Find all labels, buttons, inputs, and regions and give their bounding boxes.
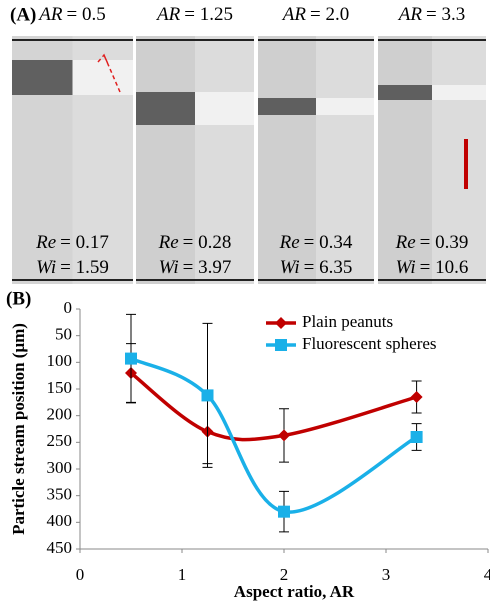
x-tick-label: 4 — [484, 565, 490, 584]
fluor-band — [432, 85, 486, 100]
marker — [410, 391, 423, 403]
y-tick-label: 0 — [64, 298, 73, 317]
ar-label: AR = 2.0 — [281, 4, 349, 25]
micrograph-right — [316, 36, 374, 284]
re-label: Re = 0.17 — [35, 232, 109, 253]
series-line — [130, 356, 418, 514]
flow-arrow — [97, 53, 121, 93]
y-tick-label: 200 — [47, 405, 73, 424]
wi-label: Wi = 10.6 — [396, 257, 469, 278]
particle-band — [378, 85, 432, 100]
x-tick-label: 3 — [382, 565, 391, 584]
re-label: Re = 0.28 — [158, 232, 232, 253]
panel-a: AR = 0.5 Re = 0.17 Wi = 1.59 AR = 1.25 Re = 0.28 W… — [12, 4, 486, 284]
y-tick-label: 300 — [47, 458, 73, 477]
particle-band — [136, 92, 195, 125]
marker — [201, 389, 214, 402]
panel-a-label: (A) — [10, 4, 36, 25]
micrograph-right — [432, 36, 486, 284]
y-tick-label: 150 — [47, 378, 73, 397]
marker — [275, 317, 287, 329]
ar-label: AR = 1.25 — [155, 4, 233, 25]
series-line — [129, 371, 418, 442]
re-label: Re = 0.34 — [279, 232, 353, 253]
fluor-band — [72, 60, 133, 95]
micrograph-right — [195, 36, 254, 284]
wi-label: Wi = 1.59 — [36, 257, 109, 278]
fluor-band — [316, 98, 374, 115]
particle-band — [12, 60, 73, 95]
ar-label: AR = 3.3 — [397, 4, 465, 25]
x-axis-title: Aspect ratio, AR — [234, 582, 355, 601]
y-tick-label: 100 — [47, 351, 73, 370]
y-tick-label: 250 — [47, 431, 73, 450]
marker — [278, 505, 290, 518]
x-tick-label: 1 — [178, 565, 187, 584]
marker — [410, 431, 423, 443]
y-axis-title: Particle stream position (μm) — [9, 323, 28, 535]
y-tick-label: 450 — [47, 538, 73, 557]
ar-label: AR = 0.5 — [37, 4, 105, 25]
marker — [278, 429, 290, 442]
y-tick-label: 400 — [47, 511, 73, 530]
x-tick-label: 2 — [280, 565, 289, 584]
legend-label: Plain peanuts — [302, 312, 393, 331]
panel-b-label: (B) — [6, 288, 31, 309]
wi-label: Wi = 6.35 — [280, 257, 353, 278]
wi-label: Wi = 3.97 — [159, 257, 232, 278]
y-tick-label: 50 — [55, 325, 72, 344]
x-tick-label: 0 — [76, 565, 85, 584]
particle-band — [258, 98, 316, 115]
marker — [125, 352, 137, 365]
y-tick-label: 350 — [47, 485, 73, 504]
marker — [275, 339, 287, 351]
re-label: Re = 0.39 — [395, 232, 469, 253]
legend-label: Fluorescent spheres — [302, 334, 437, 353]
fluor-band — [195, 92, 254, 125]
